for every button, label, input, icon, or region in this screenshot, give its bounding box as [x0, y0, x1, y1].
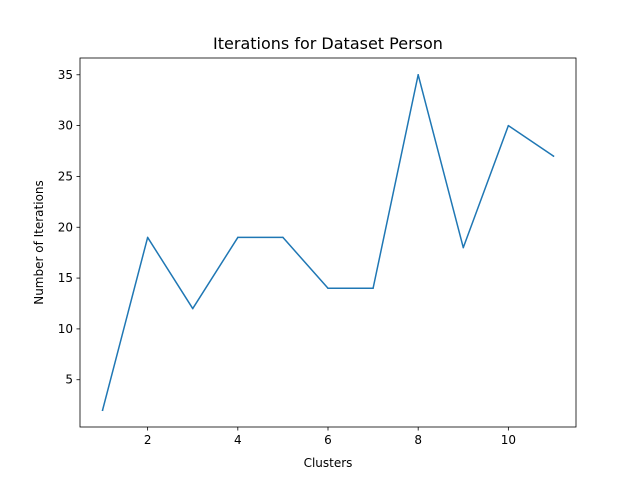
- data-point: [462, 246, 465, 249]
- data-point: [417, 74, 419, 76]
- y-tick-label: 5: [65, 373, 73, 387]
- data-point: [552, 155, 555, 157]
- x-axis: 2 4 6 8 10: [144, 427, 516, 447]
- y-axis-label: Number of Iterations: [32, 180, 46, 305]
- data-point: [372, 287, 374, 289]
- y-tick-label: 10: [58, 322, 73, 336]
- x-axis-label: Clusters: [304, 456, 353, 470]
- data-point: [282, 236, 284, 239]
- data-point: [191, 307, 194, 310]
- chart-title: Iterations for Dataset Person: [213, 34, 443, 53]
- data-point: [237, 236, 239, 239]
- data-point: [101, 409, 104, 411]
- y-axis: 5 10 15 20 25 30 35: [58, 68, 80, 387]
- data-point: [507, 124, 510, 127]
- y-tick-label: 35: [58, 68, 73, 82]
- y-tick-label: 30: [58, 119, 73, 133]
- y-tick-label: 25: [58, 169, 73, 183]
- data-point: [327, 287, 329, 289]
- y-tick-label: 15: [58, 271, 73, 285]
- x-tick-label: 2: [144, 433, 152, 447]
- x-tick-label: 10: [501, 433, 516, 447]
- x-tick-label: 8: [414, 433, 422, 447]
- plot-area: [101, 74, 555, 412]
- y-tick-label: 20: [58, 220, 73, 234]
- data-point: [146, 236, 149, 239]
- x-tick-label: 6: [324, 433, 332, 447]
- x-tick-label: 4: [234, 433, 242, 447]
